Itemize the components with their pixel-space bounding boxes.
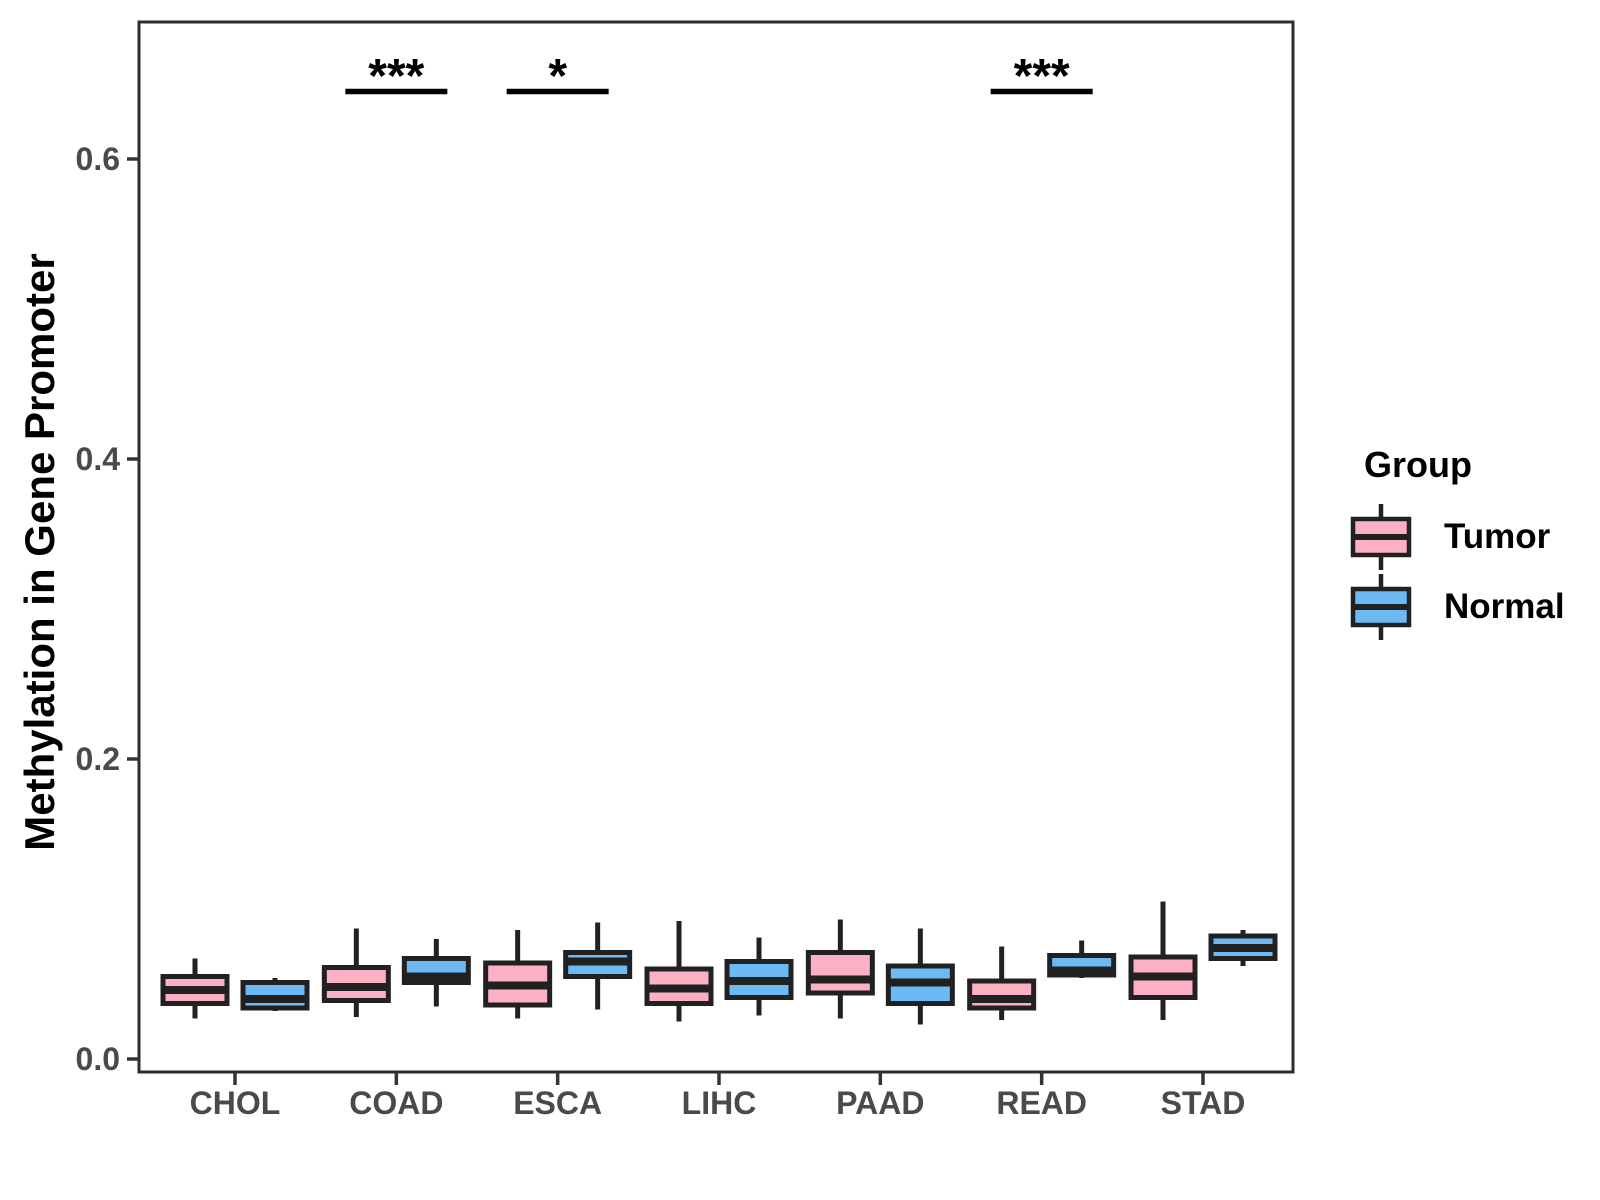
boxplot-coad-normal: [401, 939, 471, 1007]
boxplot-lihc-normal: [724, 937, 794, 1016]
boxplot-stad-tumor: [1128, 901, 1198, 1020]
iqr-box: [967, 978, 1037, 1011]
legend-label-tumor: Tumor: [1444, 517, 1551, 556]
boxplot-paad-tumor: [805, 919, 875, 1019]
x-tick-label-read: READ: [996, 1085, 1087, 1121]
boxplot-read-normal: [1047, 940, 1117, 978]
significance-stars: *: [548, 50, 567, 103]
significance-read: ***: [990, 50, 1093, 103]
iqr-box: [805, 950, 875, 996]
legend-title: Group: [1364, 444, 1472, 485]
panel-border: [137, 20, 1295, 1074]
legend-item-tumor: Tumor: [1350, 502, 1565, 572]
y-tick-label: 0.6: [76, 141, 120, 177]
x-tick-label-stad: STAD: [1161, 1085, 1246, 1121]
legend-item-normal: Normal: [1350, 572, 1565, 642]
tumor-boxplot-glyph: [1350, 504, 1412, 570]
x-tick-label-esca: ESCA: [513, 1085, 602, 1121]
y-tick-label: 0.4: [76, 441, 121, 477]
boxplot-coad-tumor: [321, 928, 391, 1017]
boxplot-lihc-tumor: [644, 921, 714, 1022]
y-tick-label: 0.2: [76, 741, 120, 777]
normal-boxplot-glyph: [1350, 574, 1412, 640]
significance-stars: ***: [1014, 50, 1070, 103]
x-tick-label-coad: COAD: [349, 1085, 443, 1121]
legend-label-normal: Normal: [1444, 587, 1565, 626]
significance-stars: ***: [368, 50, 424, 103]
x-tick-label-lihc: LIHC: [682, 1085, 757, 1121]
boxplot-chol-tumor: [160, 958, 230, 1019]
boxplot-esca-tumor: [483, 930, 553, 1019]
significance-esca: *: [506, 50, 609, 103]
y-axis-title: Methylation in Gene Promoter: [16, 253, 63, 851]
significance-coad: ***: [345, 50, 448, 103]
boxplot-chol-normal: [240, 978, 310, 1011]
boxplot-esca-normal: [563, 922, 633, 1010]
x-tick-label-paad: PAAD: [836, 1085, 924, 1121]
boxplot-read-tumor: [967, 946, 1037, 1020]
boxplot-paad-normal: [885, 928, 955, 1025]
y-tick-label: 0.0: [76, 1041, 120, 1077]
x-tick-label-chol: CHOL: [190, 1085, 281, 1121]
boxplot-stad-normal: [1208, 930, 1278, 966]
legend: Group Tumor Normal: [1350, 444, 1565, 642]
